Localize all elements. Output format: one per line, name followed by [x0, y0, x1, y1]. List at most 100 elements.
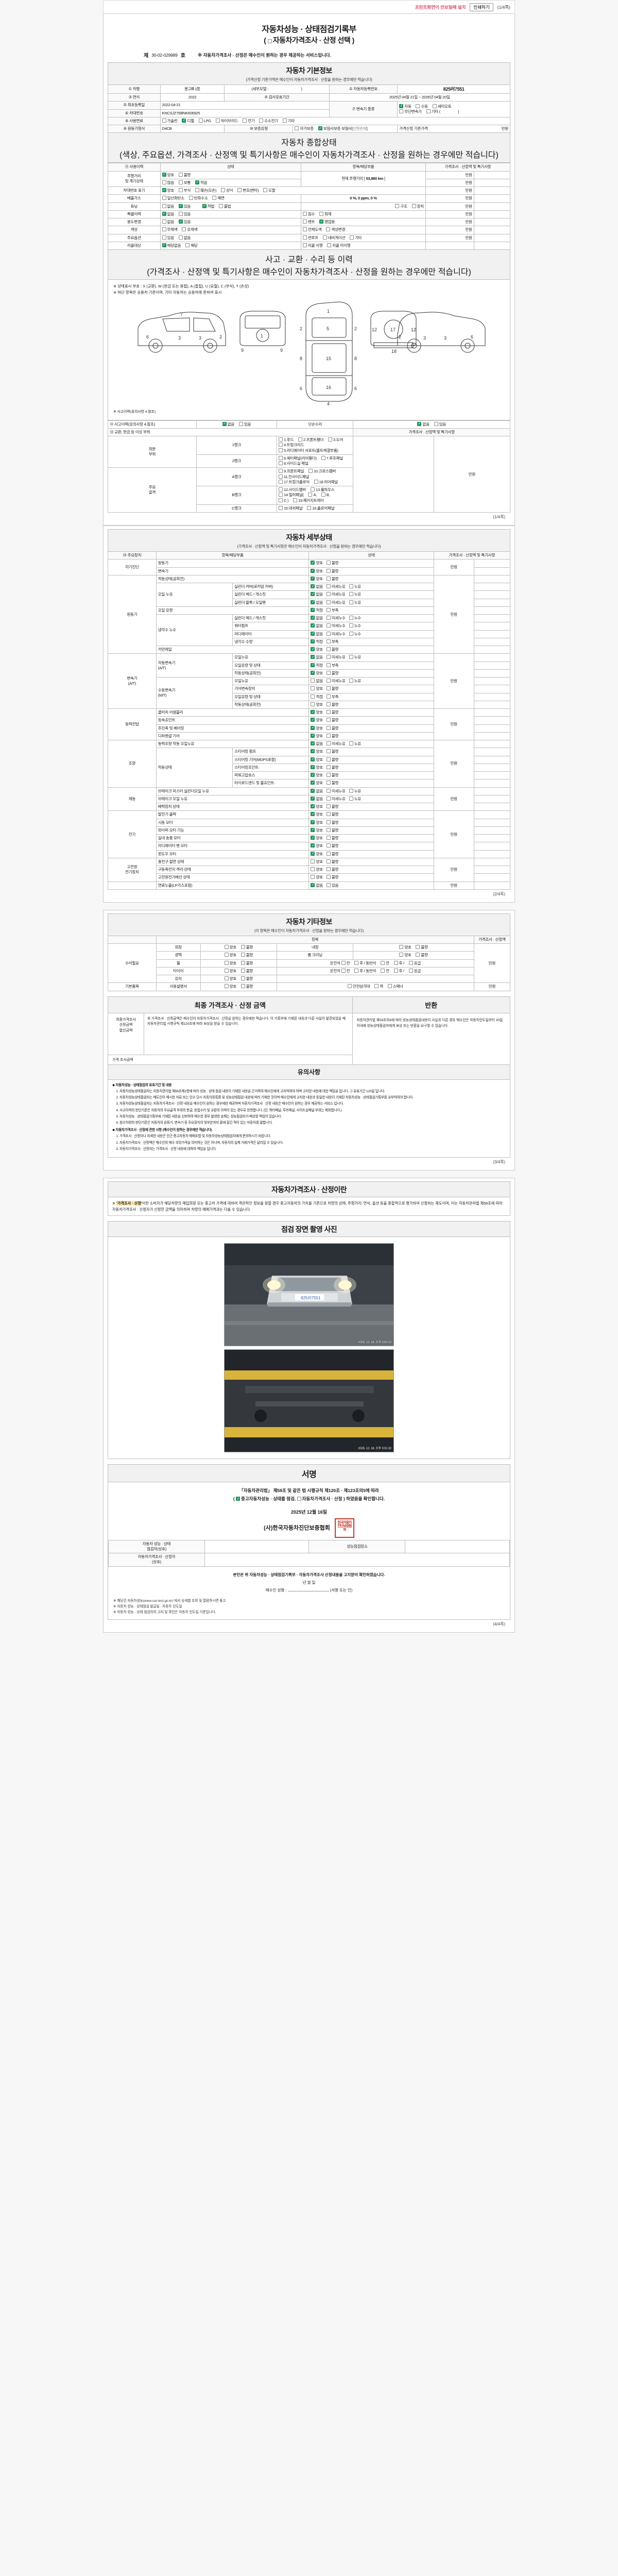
state-option[interactable]: 양호	[311, 812, 323, 817]
tuning-opt-structure[interactable]: 구조	[395, 204, 407, 209]
warranty-opt-self[interactable]: 자가보증	[295, 126, 314, 131]
mainopt-opt-etc[interactable]: 기타	[349, 235, 362, 241]
tuning-opt-legal[interactable]: 적법	[202, 204, 214, 209]
state-option[interactable]: 양호	[311, 561, 323, 566]
recall-opt-applicable[interactable]: 해당	[185, 243, 198, 248]
recall-opt-done[interactable]: 리콜 이행	[302, 243, 323, 248]
state-option[interactable]: 불량	[326, 647, 339, 652]
part-hood[interactable]: 1.후드	[279, 437, 294, 443]
state-option[interactable]: 양호	[311, 749, 323, 754]
state-option[interactable]: 불량	[326, 749, 339, 754]
part-cross-member[interactable]: 10.크로스멤버	[308, 469, 336, 474]
state-option[interactable]: 불량	[326, 836, 339, 841]
state-option[interactable]: 불량	[326, 725, 339, 731]
tool-jack[interactable]: 잭	[374, 984, 383, 989]
state-option[interactable]: 없음	[311, 592, 323, 597]
appraisal-select-checkbox[interactable]	[267, 39, 272, 43]
state-option[interactable]: 없음	[311, 600, 323, 605]
state-option[interactable]: 미세누유	[326, 600, 346, 605]
tire-rear-2[interactable]: 후 /	[393, 968, 404, 974]
state-option[interactable]: 불량	[326, 561, 339, 566]
state-option[interactable]: 불량	[326, 867, 339, 872]
state-option[interactable]: 부족	[326, 607, 339, 613]
special-opt-none[interactable]: 없음	[162, 211, 174, 217]
vinmark-opt-damaged[interactable]: 훼손(오손)	[195, 188, 216, 193]
trans-opt-manual[interactable]: 수동	[416, 104, 428, 109]
state-option[interactable]: 있음	[326, 883, 339, 888]
part-trunk-floor[interactable]: 17.트렁크플로어	[279, 479, 310, 485]
state-option[interactable]: 부족	[326, 663, 339, 668]
state-option[interactable]: 적정	[311, 694, 323, 700]
special-opt-fire[interactable]: 화재	[319, 211, 332, 217]
state-option[interactable]: 미세누유	[326, 788, 346, 794]
part-floor-panel[interactable]: 16.플로어패널	[307, 505, 335, 511]
part-radiator-support[interactable]: 5.라디에이터 서포트(볼트체결부품)	[279, 448, 338, 453]
wheel-opt-good[interactable]: 양호	[224, 960, 236, 966]
accident-opt-yes[interactable]: 있음	[238, 421, 251, 427]
state-option[interactable]: 누유	[349, 584, 361, 589]
state-option[interactable]: 누유	[349, 655, 361, 660]
state-option[interactable]: 양호	[311, 686, 323, 691]
state-option[interactable]: 없음	[311, 616, 323, 621]
part-rear-panel[interactable]: 18.리어패널	[314, 479, 338, 485]
part-pillar-b[interactable]: B,	[321, 493, 330, 498]
state-option[interactable]: 없음	[311, 796, 323, 802]
mileage-opt-good[interactable]: 양호	[162, 172, 174, 178]
state-option[interactable]: 양호	[311, 820, 323, 825]
wheel-rear-passenger[interactable]: 후 / 동반석	[354, 960, 376, 966]
state-option[interactable]: 미세누유	[326, 592, 346, 597]
state-option[interactable]: 불량	[326, 851, 339, 857]
state-option[interactable]: 양호	[311, 781, 323, 786]
state-option[interactable]: 불량	[326, 757, 339, 762]
special-opt-flood[interactable]: 침수	[302, 211, 315, 217]
warranty-opt-insurer[interactable]: 보험사보증 보험사[신한손보]	[318, 126, 368, 131]
manual-opt-good[interactable]: 양호	[224, 984, 236, 989]
emission-opt-co[interactable]: 일산화탄소	[162, 196, 184, 201]
special-opt-yes[interactable]: 있음	[178, 211, 191, 217]
state-option[interactable]: 양호	[311, 710, 323, 715]
state-option[interactable]: 미세누유	[326, 679, 346, 684]
wheel-front-2[interactable]: 전	[381, 960, 389, 966]
state-option[interactable]: 불량	[326, 765, 339, 770]
fuel-opt-hybrid[interactable]: 하이브리드	[215, 118, 238, 124]
mainopt-opt-navi[interactable]: 네비게이션	[322, 235, 345, 241]
state-option[interactable]: 양호	[311, 733, 323, 739]
state-option[interactable]: 불량	[326, 859, 339, 865]
vinmark-opt-altered[interactable]: 변조(변타)	[237, 188, 259, 193]
state-option[interactable]: 양호	[311, 765, 323, 770]
emission-opt-smoke[interactable]: 매연	[212, 196, 225, 201]
exterior-opt-bad[interactable]: 불량	[241, 945, 253, 950]
mileage-opt-normal[interactable]: 보통	[178, 180, 191, 185]
state-option[interactable]: 불량	[326, 718, 339, 723]
color-opt-chromatic[interactable]: 유채색	[182, 227, 198, 232]
tire-spare[interactable]: 응급	[408, 968, 421, 974]
state-option[interactable]: 미세누수	[326, 623, 346, 629]
state-option[interactable]: 없음	[311, 631, 323, 637]
wheel-front[interactable]: 전	[341, 960, 350, 966]
state-option[interactable]: 누수	[349, 623, 361, 629]
state-option[interactable]: 누유	[349, 679, 361, 684]
color-opt-fullpaint[interactable]: 전체도색	[302, 227, 322, 232]
state-option[interactable]: 불량	[326, 812, 339, 817]
part-pillar-panel[interactable]: 14.필러패널(	[279, 493, 304, 498]
state-option[interactable]: 미세누유	[326, 741, 346, 747]
state-option[interactable]: 불량	[326, 686, 339, 691]
sig-check-performance[interactable]	[236, 1497, 241, 1501]
usechange-opt-yes[interactable]: 있음	[178, 219, 191, 225]
trans-opt-semiauto[interactable]: 세미오토	[432, 104, 452, 109]
polish-opt-bad[interactable]: 불량	[241, 953, 253, 958]
mainopt-opt-no[interactable]: 없음	[178, 235, 191, 241]
sig-check-appraisal[interactable]	[297, 1497, 301, 1501]
state-option[interactable]: 누유	[349, 600, 361, 605]
usechange-opt-business[interactable]: 영업용	[319, 219, 335, 225]
state-option[interactable]: 양호	[311, 725, 323, 731]
trans-opt-other[interactable]: 기타 ()	[426, 109, 459, 114]
part-inside-panel[interactable]: 11.인사이드패널	[279, 474, 310, 480]
part-wheel-house[interactable]: 13.휠하우스	[310, 487, 335, 493]
state-option[interactable]: 양호	[311, 757, 323, 762]
print-button[interactable]: 인쇄하기	[470, 3, 493, 11]
state-option[interactable]: 불량	[326, 843, 339, 849]
polish-opt-good[interactable]: 양호	[224, 953, 236, 958]
exterior-opt-good[interactable]: 양호	[224, 945, 236, 950]
accident-opt-none[interactable]: 없음	[222, 421, 234, 427]
